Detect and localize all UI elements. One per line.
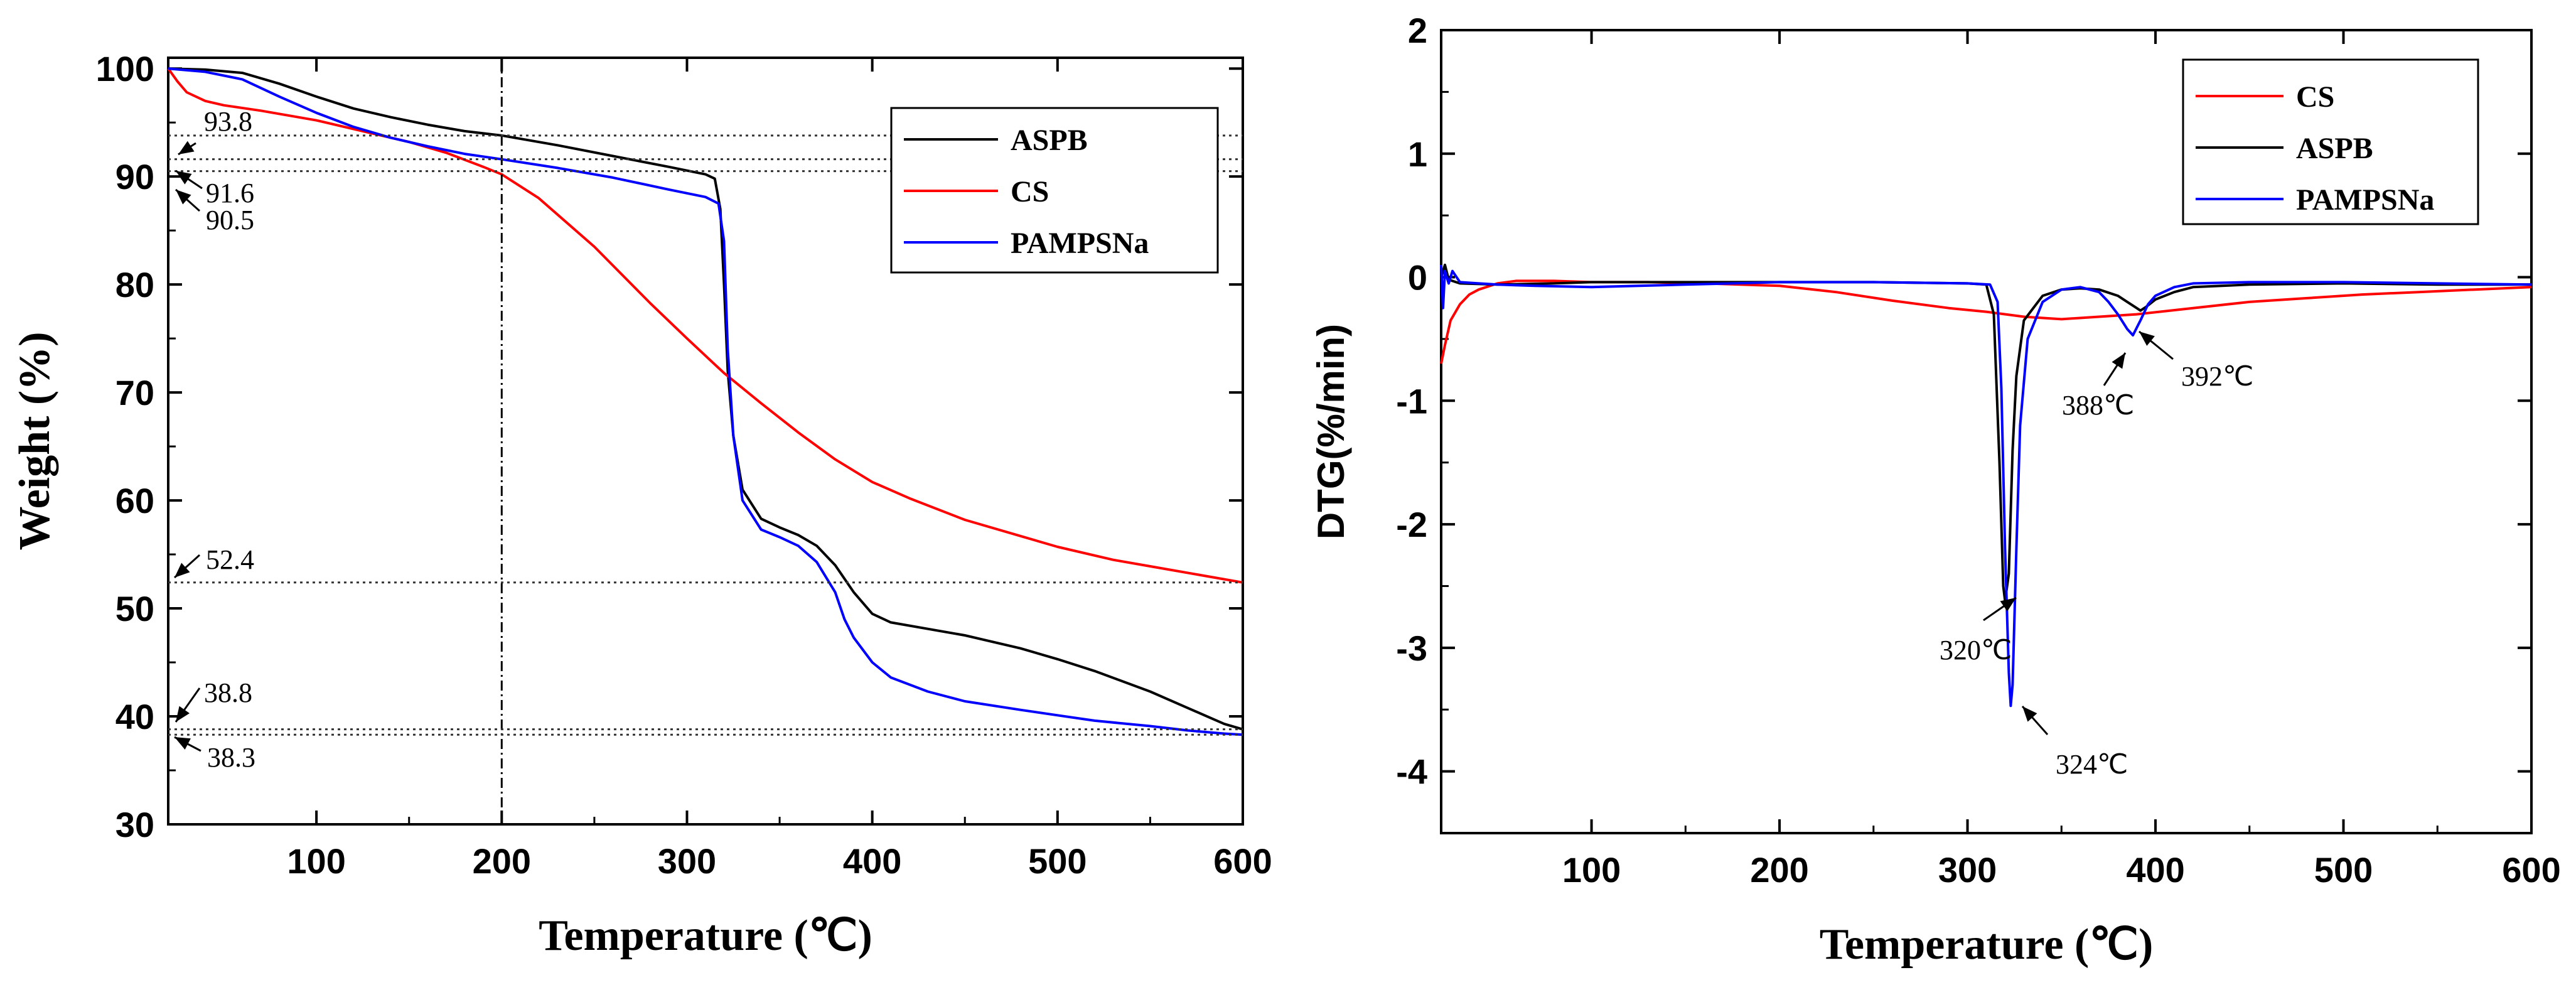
tga-annotation-arrow bbox=[175, 170, 203, 190]
tga-xtick-label: 400 bbox=[843, 841, 901, 881]
dtg-annotation-arrow-head bbox=[2112, 353, 2125, 369]
dtg-legend-label-cs: CS bbox=[2296, 80, 2334, 114]
dtg-plot-frame bbox=[1440, 29, 2533, 834]
tga-annotation-arrow bbox=[174, 736, 201, 752]
dtg-ytick-label: -4 bbox=[1396, 752, 1427, 792]
dtg-annotation-label: 392℃ bbox=[2181, 361, 2253, 392]
tga-legend-label-aspb: ASPB bbox=[1011, 124, 1088, 157]
dtg-xtick-label: 600 bbox=[2502, 850, 2560, 890]
tga-annotation-label: 91.6 bbox=[206, 178, 254, 208]
dtg-xtick-label: 200 bbox=[1750, 850, 1808, 890]
dtg-xtick-label: 300 bbox=[1938, 850, 1997, 890]
tga-ytick-label: 90 bbox=[115, 157, 154, 197]
tga-plot-frame bbox=[167, 57, 1244, 826]
dtg-series-pampsna bbox=[1440, 264, 2532, 708]
dtg-ytick-label: -3 bbox=[1396, 628, 1427, 668]
dtg-annotation-arrow-head bbox=[2000, 598, 2016, 611]
tga-ytick-label: 100 bbox=[96, 49, 154, 89]
dtg-xtick-label: 500 bbox=[2314, 850, 2373, 890]
tga-annotation-label: 93.8 bbox=[204, 106, 252, 137]
tga-annotation-arrow-head bbox=[178, 141, 195, 154]
dtg-annotation-arrow bbox=[2021, 706, 2049, 735]
dtg-ytick-label: 1 bbox=[1408, 134, 1427, 174]
tga-xtick-label: 100 bbox=[287, 841, 345, 881]
dtg-yaxis-title: DTG(%/min) bbox=[1310, 324, 1352, 539]
tga-legend-label-cs: CS bbox=[1011, 175, 1049, 208]
tga-series-pampsna bbox=[168, 67, 1243, 736]
tga-ytick-label: 30 bbox=[115, 805, 154, 844]
dtg-annotation-label: 324℃ bbox=[2056, 749, 2128, 780]
dtg-annotation-arrow bbox=[1983, 596, 2017, 622]
tga-ytick-label: 80 bbox=[115, 265, 154, 304]
dtg-xtick-label: 400 bbox=[2126, 850, 2184, 890]
dtg-ytick-label: 2 bbox=[1408, 11, 1427, 50]
tga-annotation-arrow-head bbox=[174, 563, 190, 578]
dtg-annotation-arrow bbox=[2103, 352, 2127, 386]
dtg-ytick-label: 0 bbox=[1408, 258, 1427, 298]
tga-annotation-arrow-head bbox=[174, 737, 191, 750]
tga-annotation-arrow bbox=[178, 141, 196, 156]
dtg-annotation-arrow-head bbox=[2139, 331, 2155, 346]
dtg-legend-label-pampsna: PAMPSNa bbox=[2296, 183, 2434, 217]
dtg-series-cs bbox=[1440, 279, 2532, 364]
dtg-ytick-label: -1 bbox=[1396, 381, 1427, 421]
tga-xtick-label: 600 bbox=[1213, 841, 1272, 881]
tga-yaxis-title: Weight (%) bbox=[11, 331, 59, 550]
tga-chart: 100 200 300 400 500 600 30 40 50 60 70 80 90 100 Tempe… bbox=[11, 49, 1272, 960]
dtg-annotation-label: 388℃ bbox=[2062, 390, 2134, 421]
tga-annotation-arrow bbox=[174, 188, 201, 212]
dtg-annotation-label: 320℃ bbox=[1940, 635, 2012, 665]
dtg-series-aspb bbox=[1440, 263, 2531, 603]
dtg-annotation-arrow-head bbox=[2022, 706, 2037, 722]
tga-annotation-label: 38.8 bbox=[204, 677, 252, 708]
tga-annotation-label: 38.3 bbox=[207, 742, 255, 773]
tga-xaxis-title: Temperature (℃) bbox=[539, 912, 872, 960]
tga-ytick-label: 70 bbox=[115, 373, 154, 412]
tga-ytick-label: 40 bbox=[115, 697, 154, 736]
tga-annotation-arrow bbox=[174, 687, 201, 723]
tga-annotation-arrow-head bbox=[176, 706, 190, 722]
tga-ytick-label: 60 bbox=[115, 481, 154, 520]
tga-annotation-label: 52.4 bbox=[206, 544, 254, 575]
tga-xtick-label: 200 bbox=[473, 841, 531, 881]
dtg-annotation-arrow bbox=[2139, 330, 2174, 360]
tga-annotation-label: 90.5 bbox=[206, 205, 254, 235]
dtg-legend-label-aspb: ASPB bbox=[2296, 132, 2373, 165]
tga-ytick-label: 50 bbox=[115, 589, 154, 628]
tga-xtick-label: 300 bbox=[658, 841, 716, 881]
tga-annotation-arrow-head bbox=[176, 190, 191, 205]
dtg-legend bbox=[2182, 58, 2479, 225]
dtg-chart: 100 200 300 400 500 600 -4 -3 -2 -1 0 1 2 Temperature… bbox=[1310, 11, 2561, 969]
dtg-xtick-label: 100 bbox=[1562, 850, 1621, 890]
tga-annotation-arrow bbox=[173, 554, 201, 579]
tga-xtick-label: 500 bbox=[1028, 841, 1087, 881]
dtg-ytick-label: -2 bbox=[1396, 505, 1427, 544]
dtg-xaxis-title: Temperature (℃) bbox=[1820, 920, 2154, 969]
tga-legend-label-pampsna: PAMPSNa bbox=[1011, 227, 1149, 260]
tga-series-cs bbox=[167, 68, 1243, 584]
tga-annotation-arrow-head bbox=[176, 171, 192, 185]
